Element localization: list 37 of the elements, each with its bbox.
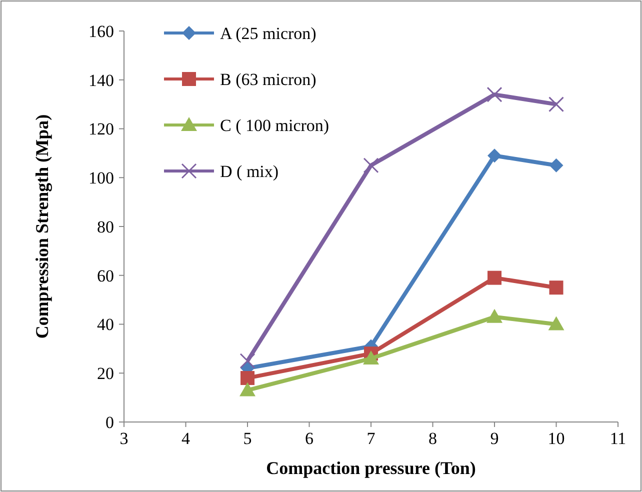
point bbox=[240, 371, 254, 386]
y-tick-label: 20 bbox=[97, 364, 114, 384]
x-tick-label: 10 bbox=[548, 429, 565, 448]
y-tick-label: 100 bbox=[88, 168, 114, 188]
legend-label: C ( 100 micron) bbox=[220, 116, 330, 135]
point bbox=[363, 158, 379, 174]
point bbox=[488, 148, 502, 163]
point bbox=[549, 158, 564, 172]
y-tick-label: 160 bbox=[88, 22, 114, 41]
point bbox=[240, 353, 256, 369]
x-tick-label: 6 bbox=[305, 429, 314, 448]
legend-label: A (25 micron) bbox=[220, 24, 316, 43]
point bbox=[549, 280, 564, 295]
x-tick-label: 4 bbox=[182, 429, 190, 448]
y-tick-label: 0 bbox=[106, 412, 114, 432]
point bbox=[240, 382, 256, 396]
y-tick-label: 60 bbox=[97, 266, 114, 286]
point bbox=[548, 316, 564, 330]
legend-label: B (63 micron) bbox=[220, 70, 316, 89]
point bbox=[548, 96, 564, 112]
point bbox=[486, 308, 502, 323]
x-tick-label: 5 bbox=[243, 429, 252, 448]
y-tick-label: 40 bbox=[97, 315, 114, 334]
y-tick-label: 140 bbox=[88, 70, 114, 90]
y-axis-title: Compression Strength (Mpa) bbox=[32, 114, 52, 339]
x-axis-title: Compaction pressure (Ton) bbox=[266, 458, 476, 478]
point bbox=[486, 86, 502, 102]
x-tick-label: 3 bbox=[120, 429, 128, 448]
x-tick-label: 7 bbox=[366, 429, 376, 448]
point bbox=[488, 270, 502, 285]
y-tick-label: 120 bbox=[88, 120, 114, 139]
y-tick-label: 80 bbox=[97, 217, 114, 236]
x-tick-label: 9 bbox=[490, 429, 499, 448]
legend-label: D ( mix) bbox=[220, 162, 279, 181]
point bbox=[363, 350, 379, 364]
x-tick-label: 11 bbox=[610, 429, 626, 448]
x-tick-label: 8 bbox=[428, 429, 437, 448]
